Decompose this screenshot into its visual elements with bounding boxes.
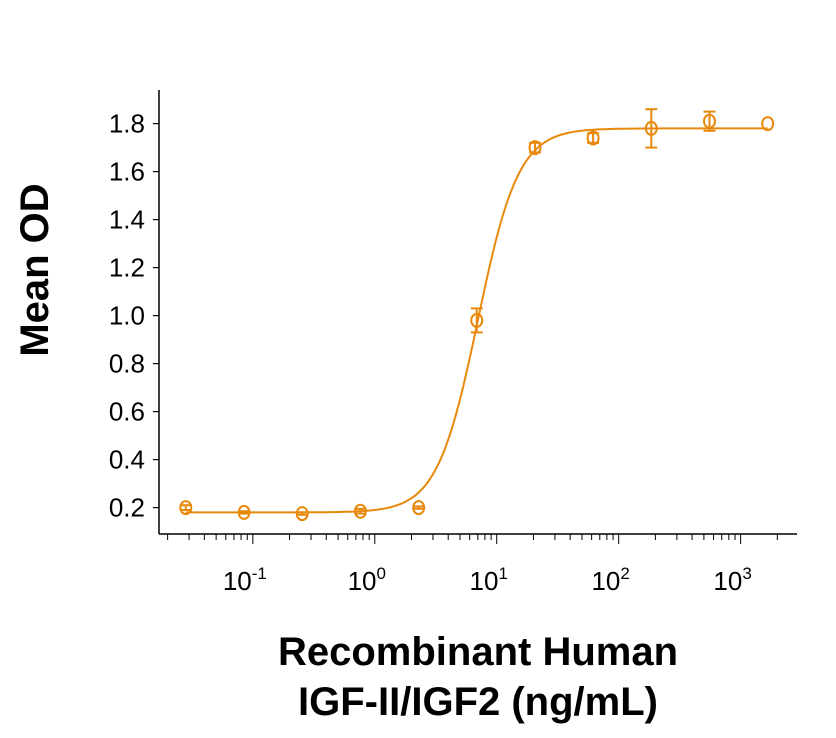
y-tick-label: 1.0 <box>109 301 145 331</box>
x-tick-label: 10-1 <box>223 564 267 596</box>
data-point <box>644 120 658 136</box>
x-tick-label: 103 <box>713 564 751 596</box>
y-tick-label: 1.6 <box>109 157 145 187</box>
axes: 0.2 0.4 0.6 0.8 1.0 1.2 1.4 1.6 1.8 10-1 100 101 102… <box>109 90 797 596</box>
data-point <box>353 503 367 519</box>
y-tick-label: 0.8 <box>109 349 145 379</box>
data-point <box>586 130 600 146</box>
y-tick-label: 0.4 <box>109 445 145 475</box>
data-point <box>412 500 426 516</box>
y-tick-label: 0.2 <box>109 493 145 523</box>
x-tick-label: 100 <box>348 564 386 596</box>
data-point <box>295 506 309 522</box>
y-axis-label: Mean OD <box>13 183 57 356</box>
y-tick-label: 1.4 <box>109 205 145 235</box>
x-tick-label: 101 <box>470 564 508 596</box>
y-tick-label: 1.8 <box>109 109 145 139</box>
data-point <box>702 113 716 129</box>
y-tick-label: 1.2 <box>109 253 145 283</box>
data-points <box>179 108 775 522</box>
y-tick-label: 0.6 <box>109 397 145 427</box>
data-point <box>761 116 775 132</box>
data-point <box>179 500 193 516</box>
x-tick-label: 102 <box>591 564 629 596</box>
data-point <box>237 504 251 520</box>
x-axis-label-line2: IGF-II/IGF2 (ng/mL) <box>298 680 658 724</box>
data-point <box>470 312 484 328</box>
data-point <box>528 140 542 156</box>
x-axis-label-line1: Recombinant Human <box>278 630 678 674</box>
